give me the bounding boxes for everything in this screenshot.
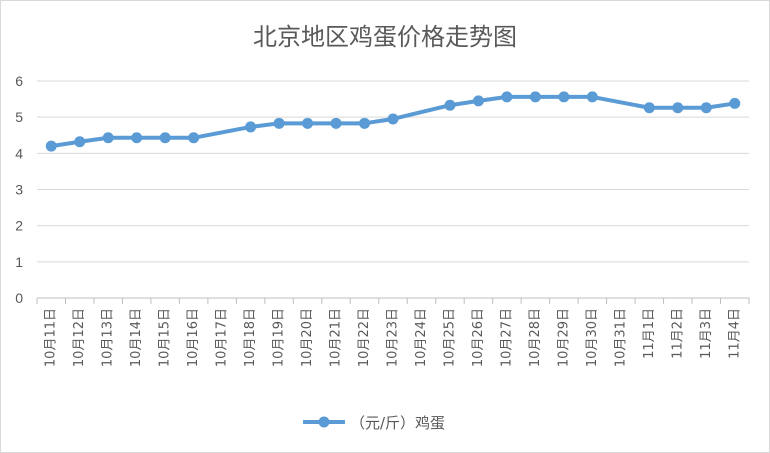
x-tick-label: 10月22日 — [357, 308, 372, 367]
x-tick-label: 10月18日 — [243, 308, 258, 367]
y-tick-label: 4 — [15, 145, 23, 161]
legend-label: （元/斤）鸡蛋 — [350, 414, 445, 432]
chart-title: 北京地区鸡蛋价格走势图 — [253, 23, 517, 51]
series-eggs — [45, 91, 741, 152]
y-tick-label: 2 — [15, 218, 23, 234]
data-point — [159, 132, 171, 144]
x-tick-label: 11月1日 — [642, 308, 657, 359]
x-axis: 10月11日 10月12日 10月13日 10月14日 10月15日 10月16日 10月1… — [36, 298, 750, 367]
data-point — [330, 117, 342, 129]
data-point — [558, 91, 570, 103]
data-point — [529, 91, 541, 103]
x-tick-label: 10月14日 — [129, 308, 144, 367]
x-tick-label: 10月26日 — [471, 308, 486, 367]
data-point — [45, 140, 57, 152]
y-tick-label: 5 — [15, 109, 23, 125]
series-line — [49, 94, 737, 149]
x-tick-label: 10月28日 — [528, 308, 543, 367]
x-tick-label: 10月31日 — [613, 308, 628, 367]
x-tick-label: 10月27日 — [499, 308, 514, 367]
data-point — [302, 117, 314, 129]
data-point — [501, 91, 513, 103]
x-tick-label: 10月24日 — [414, 308, 429, 367]
data-point — [387, 113, 399, 125]
data-point — [444, 99, 456, 111]
x-tick-label: 10月30日 — [585, 308, 600, 367]
data-point — [102, 132, 114, 144]
data-point — [472, 95, 484, 107]
y-tick-label: 6 — [15, 73, 23, 89]
data-point — [273, 117, 285, 129]
data-point — [188, 132, 200, 144]
legend-dot-marker — [318, 416, 330, 428]
x-tick-label: 10月13日 — [101, 308, 116, 367]
x-tick-label: 11月3日 — [699, 308, 714, 359]
data-point — [586, 91, 598, 103]
x-tick-label: 10月21日 — [329, 308, 344, 367]
legend: （元/斤）鸡蛋 — [303, 414, 445, 432]
y-axis: 0 1 2 3 4 5 6 — [15, 73, 23, 306]
y-tick-label: 1 — [15, 254, 23, 270]
x-tick-label: 10月17日 — [215, 308, 230, 367]
data-point — [131, 132, 143, 144]
data-point — [359, 117, 371, 129]
x-tick-label: 11月2日 — [670, 308, 685, 359]
data-point — [672, 102, 684, 114]
x-tick-label: 10月25日 — [442, 308, 457, 367]
data-point — [643, 102, 655, 114]
data-point — [74, 136, 86, 148]
y-tick-label: 0 — [15, 290, 23, 306]
x-tick-label: 10月20日 — [300, 308, 315, 367]
x-tick-label: 11月4日 — [727, 308, 742, 359]
x-tick-label: 10月11日 — [44, 308, 59, 367]
x-tick-label: 10月12日 — [72, 308, 87, 367]
x-tick-label: 10月15日 — [158, 308, 173, 367]
data-point — [700, 102, 712, 114]
data-point — [245, 121, 257, 133]
x-tick-label: 10月19日 — [272, 308, 287, 367]
x-tick-label: 10月23日 — [386, 308, 401, 367]
x-tick-label: 10月16日 — [186, 308, 201, 367]
y-tick-label: 3 — [15, 182, 23, 198]
data-point — [729, 97, 741, 109]
x-tick-label: 10月29日 — [556, 308, 571, 367]
